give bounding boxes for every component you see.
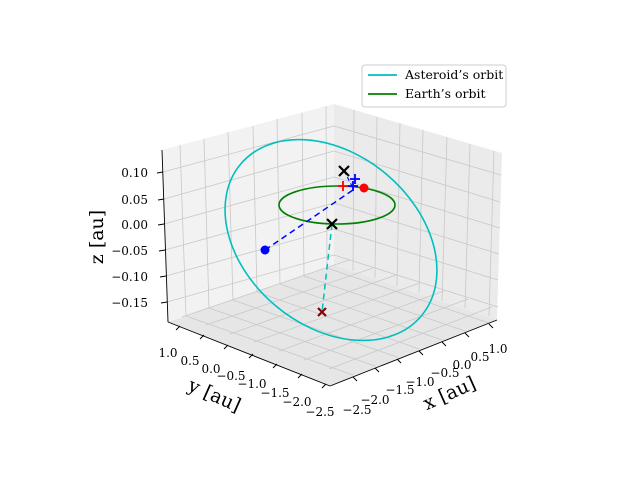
- node-bottom-marker: [317, 307, 327, 317]
- sun-plus-blue-marker: [348, 174, 360, 191]
- x-tick-label: 1.0: [488, 342, 507, 356]
- axes-panes: [162, 104, 502, 386]
- axis-lines: [161, 149, 498, 387]
- legend: Asteroid’s orbit Earth’s orbit: [361, 64, 507, 108]
- z-axis-line: [161, 149, 169, 323]
- x-tick-label: 0.0: [452, 358, 471, 372]
- z-tick-label: −0.10: [111, 270, 148, 284]
- asteroid-point-marker: [260, 245, 270, 255]
- node-top-marker: [338, 165, 350, 177]
- y-tick-label: −2.5: [305, 405, 334, 419]
- x-tick-label: −2.0: [360, 393, 389, 407]
- grid: [162, 105, 502, 376]
- z-axis-label: z [au]: [86, 210, 108, 264]
- z-ticks: 0.10 0.05 0.00 −0.05 −0.10 −0.15: [111, 166, 168, 310]
- z-tick-label: 0.00: [121, 218, 148, 232]
- legend-frame: [361, 64, 507, 108]
- y-tick-label: −0.5: [216, 369, 245, 383]
- legend-earth-label: Earth’s orbit: [405, 86, 486, 101]
- x-tick-label: −1.0: [405, 375, 434, 389]
- y-tick-label: −1.5: [260, 386, 289, 400]
- y-tick-label: 0.5: [180, 354, 199, 368]
- earth-point-marker: [359, 183, 369, 193]
- z-tick-label: 0.10: [121, 166, 148, 180]
- legend-asteroid-label: Asteroid’s orbit: [404, 67, 503, 82]
- pane-floor: [168, 265, 497, 386]
- x-tick-label: −0.5: [430, 366, 459, 380]
- y-ticks: 1.0 0.5 0.0 −0.5 −1.0 −1.5 −2.0 −2.5: [158, 325, 335, 419]
- y-tick-label: −2.0: [282, 395, 311, 409]
- earth-orbit-line: [278, 185, 396, 225]
- node-middle-marker: [326, 218, 338, 230]
- y-axis-line: [167, 321, 331, 387]
- y-tick-label: −1.0: [237, 377, 266, 391]
- x-tick-label: 0.5: [470, 350, 489, 364]
- pane-right: [334, 104, 502, 320]
- asteroid-earth-connector: [264, 189, 354, 251]
- x-tick-label: −2.5: [342, 403, 371, 417]
- x-axis-line: [329, 319, 498, 387]
- node-connector: [321, 223, 333, 313]
- z-tick-label: 0.05: [121, 193, 148, 207]
- asteroid-orbit-line: [224, 138, 438, 342]
- y-tick-label: 0.0: [201, 362, 220, 376]
- sun-plus-red-marker: [338, 181, 348, 191]
- z-tick-label: −0.15: [111, 296, 148, 310]
- x-tick-label: −1.5: [385, 383, 414, 397]
- y-tick-label: 1.0: [158, 346, 177, 360]
- x-ticks: −2.5 −2.0 −1.5 −1.0 −0.5 0.0 0.5 1.0: [342, 323, 508, 417]
- z-tick-label: −0.05: [111, 244, 148, 258]
